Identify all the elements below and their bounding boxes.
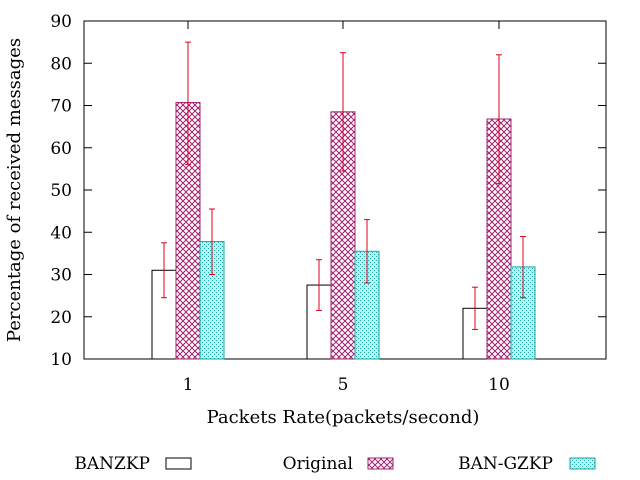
y-tick-label: 80	[50, 54, 72, 74]
legend: BANZKP Original BAN-GZKP	[74, 454, 596, 474]
y-tick-label: 90	[50, 12, 72, 32]
legend-swatch	[367, 457, 394, 470]
x-axis: 1 5 10	[183, 21, 510, 395]
y-axis-label: Percentage of received messages	[4, 38, 25, 342]
x-tick-label: 10	[488, 375, 510, 395]
x-tick-label: 5	[338, 375, 349, 395]
y-tick-label: 60	[50, 139, 72, 159]
legend-swatch	[569, 457, 596, 470]
legend-label: Original	[283, 454, 353, 474]
y-tick-label: 50	[50, 181, 72, 201]
y-tick-label: 70	[50, 97, 72, 117]
x-tick-label: 1	[183, 375, 194, 395]
y-tick-label: 40	[50, 223, 72, 243]
legend-label: BANZKP	[74, 454, 150, 474]
x-axis-label: Packets Rate(packets/second)	[207, 407, 480, 428]
error-bars-group	[161, 41, 526, 330]
y-tick-label: 20	[50, 308, 72, 328]
y-tick-label: 30	[50, 266, 72, 286]
legend-swatch	[165, 457, 192, 470]
y-axis: 10 20 30 40 50 60 70 80 90	[50, 12, 606, 370]
legend-label: BAN-GZKP	[458, 454, 553, 474]
y-tick-label: 10	[50, 350, 72, 370]
